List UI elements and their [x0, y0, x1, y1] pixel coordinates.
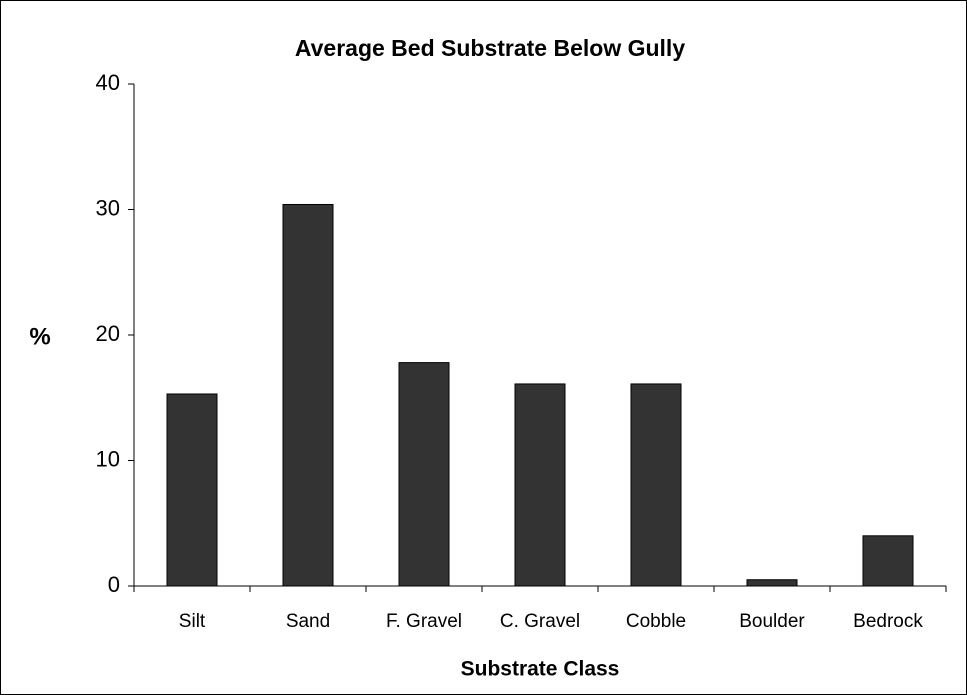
bar [398, 362, 450, 587]
bar [862, 535, 914, 587]
x-tick-label: Sand [286, 611, 330, 632]
y-axis-label: % [29, 323, 50, 350]
x-tick-label: F. Gravel [386, 611, 462, 632]
y-tick-label: 40 [96, 70, 120, 95]
bar [746, 579, 798, 587]
x-axis-label: Substrate Class [461, 658, 620, 681]
bar [514, 383, 566, 587]
x-tick-label: Bedrock [853, 611, 923, 632]
y-tick-label: 20 [96, 321, 120, 346]
y-tick-label: 0 [108, 572, 120, 597]
x-tick-label: Silt [179, 611, 206, 632]
x-tick-label: Cobble [626, 611, 686, 632]
chart-title: Average Bed Substrate Below Gully [295, 35, 685, 61]
bar [166, 393, 218, 587]
bar [630, 383, 682, 587]
y-tick-label: 10 [96, 446, 120, 471]
bar [282, 203, 334, 587]
y-tick-label: 30 [96, 195, 120, 220]
x-tick-label: Boulder [739, 611, 805, 632]
x-tick-label: C. Gravel [500, 611, 580, 632]
